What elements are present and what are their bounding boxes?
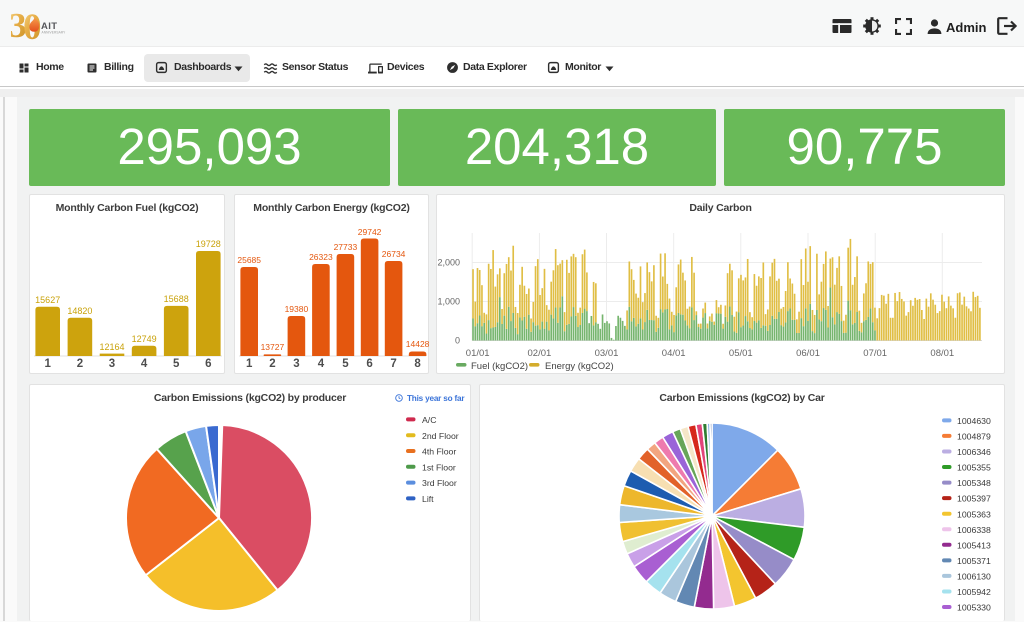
svg-text:7: 7 bbox=[390, 358, 396, 370]
svg-text:6: 6 bbox=[205, 358, 211, 370]
svg-text:14820: 14820 bbox=[67, 306, 92, 316]
svg-text:4: 4 bbox=[318, 358, 325, 370]
svg-text:1005330: 1005330 bbox=[957, 603, 991, 613]
svg-text:3: 3 bbox=[293, 358, 299, 370]
svg-text:06/01: 06/01 bbox=[796, 348, 820, 359]
svg-text:1005413: 1005413 bbox=[957, 540, 991, 550]
svg-text:1st Floor: 1st Floor bbox=[422, 462, 456, 472]
svg-text:Energy (kgCO2): Energy (kgCO2) bbox=[545, 361, 614, 372]
svg-text:02/01: 02/01 bbox=[528, 348, 552, 359]
svg-text:1006346: 1006346 bbox=[957, 447, 991, 457]
svg-text:Lift: Lift bbox=[422, 494, 434, 504]
svg-text:05/01: 05/01 bbox=[729, 348, 753, 359]
svg-text:1006130: 1006130 bbox=[957, 572, 991, 582]
svg-text:15627: 15627 bbox=[35, 295, 60, 305]
svg-text:A/C: A/C bbox=[422, 415, 436, 425]
svg-text:3: 3 bbox=[11, 6, 27, 45]
svg-text:07/01: 07/01 bbox=[863, 348, 887, 359]
svg-text:1: 1 bbox=[246, 358, 253, 370]
svg-text:01/01: 01/01 bbox=[466, 348, 490, 359]
svg-text:1004630: 1004630 bbox=[957, 416, 991, 426]
svg-text:2: 2 bbox=[77, 358, 83, 370]
svg-text:1005942: 1005942 bbox=[957, 587, 991, 597]
svg-text:14428: 14428 bbox=[406, 339, 430, 349]
svg-text:AIT: AIT bbox=[41, 21, 58, 32]
svg-text:08/01: 08/01 bbox=[930, 348, 954, 359]
svg-text:2: 2 bbox=[269, 358, 275, 370]
svg-text:04/01: 04/01 bbox=[662, 348, 686, 359]
svg-text:25685: 25685 bbox=[237, 255, 261, 265]
svg-text:1: 1 bbox=[44, 358, 51, 370]
svg-text:27733: 27733 bbox=[334, 242, 358, 252]
svg-text:2,000: 2,000 bbox=[437, 258, 460, 268]
svg-text:1005348: 1005348 bbox=[957, 478, 991, 488]
svg-text:12749: 12749 bbox=[132, 334, 157, 344]
svg-text:1004879: 1004879 bbox=[957, 432, 991, 442]
svg-text:4: 4 bbox=[141, 358, 148, 370]
svg-text:ANNIVERSARY: ANNIVERSARY bbox=[42, 31, 67, 35]
svg-text:6: 6 bbox=[366, 358, 372, 370]
svg-text:Fuel (kgCO2): Fuel (kgCO2) bbox=[471, 361, 528, 372]
svg-text:2nd Floor: 2nd Floor bbox=[422, 431, 459, 441]
svg-text:12164: 12164 bbox=[99, 342, 124, 352]
svg-text:13727: 13727 bbox=[261, 342, 285, 352]
svg-text:3: 3 bbox=[109, 358, 115, 370]
svg-text:1005397: 1005397 bbox=[957, 494, 991, 504]
svg-text:1005371: 1005371 bbox=[957, 556, 991, 566]
svg-text:1,000: 1,000 bbox=[437, 297, 460, 307]
svg-text:1005363: 1005363 bbox=[957, 509, 991, 519]
svg-text:1005355: 1005355 bbox=[957, 463, 991, 473]
svg-text:4th Floor: 4th Floor bbox=[422, 447, 456, 457]
svg-text:5: 5 bbox=[173, 358, 180, 370]
svg-text:26323: 26323 bbox=[309, 252, 333, 262]
svg-text:19380: 19380 bbox=[285, 304, 309, 314]
svg-text:26734: 26734 bbox=[382, 249, 406, 259]
svg-text:1006338: 1006338 bbox=[957, 525, 991, 535]
svg-text:19728: 19728 bbox=[196, 239, 221, 249]
svg-text:3rd Floor: 3rd Floor bbox=[422, 478, 457, 488]
svg-text:15688: 15688 bbox=[164, 294, 189, 304]
svg-text:29742: 29742 bbox=[358, 227, 382, 237]
svg-text:0: 0 bbox=[455, 336, 460, 346]
svg-text:03/01: 03/01 bbox=[595, 348, 619, 359]
svg-text:5: 5 bbox=[342, 358, 349, 370]
svg-text:8: 8 bbox=[414, 358, 421, 370]
